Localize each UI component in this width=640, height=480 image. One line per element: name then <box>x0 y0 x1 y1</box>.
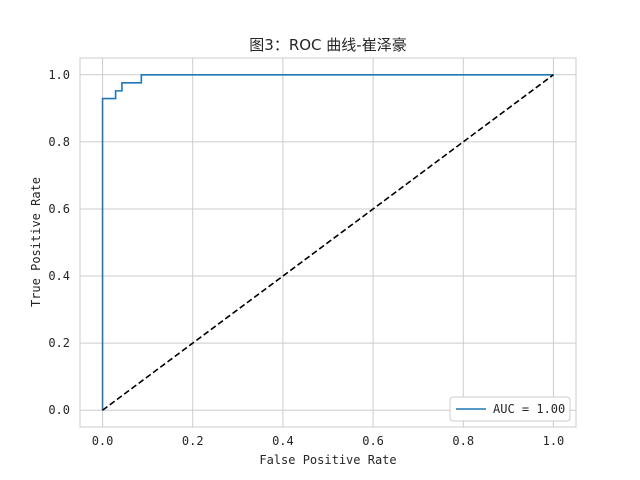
chart-title: 图3：ROC 曲线-崔泽豪 <box>249 36 406 54</box>
x-tick-labels: 0.0 0.2 0.4 0.6 0.8 1.0 <box>92 434 565 448</box>
legend-box <box>449 396 571 422</box>
x-tick-label: 0.6 <box>362 434 384 448</box>
series-lines <box>101 73 554 411</box>
legend-label: AUC = 1.00 <box>493 402 565 416</box>
y-tick-label: 1.0 <box>48 68 70 82</box>
x-tick-label: 0.8 <box>452 434 474 448</box>
y-tick-labels: 0.0 0.2 0.4 0.6 0.8 1.0 <box>48 68 70 417</box>
x-tick-label: 1.0 <box>543 434 565 448</box>
x-tick-label: 0.2 <box>182 434 204 448</box>
y-tick-label: 0.8 <box>48 135 70 149</box>
y-tick-label: 0.6 <box>48 202 70 216</box>
y-tick-label: 0.4 <box>48 269 70 283</box>
legend: AUC = 1.00 <box>449 396 571 422</box>
y-tick-label: 0.0 <box>48 403 70 417</box>
x-tick-label: 0.0 <box>92 434 114 448</box>
y-tick-label: 0.2 <box>48 336 70 350</box>
y-axis-label: True Positive Rate <box>29 177 43 307</box>
x-tick-label: 0.4 <box>272 434 294 448</box>
roc-curve-line <box>101 73 554 411</box>
chance-diagonal-line <box>102 74 554 411</box>
x-axis-label: False Positive Rate <box>259 453 396 467</box>
plot-frame <box>79 57 577 428</box>
